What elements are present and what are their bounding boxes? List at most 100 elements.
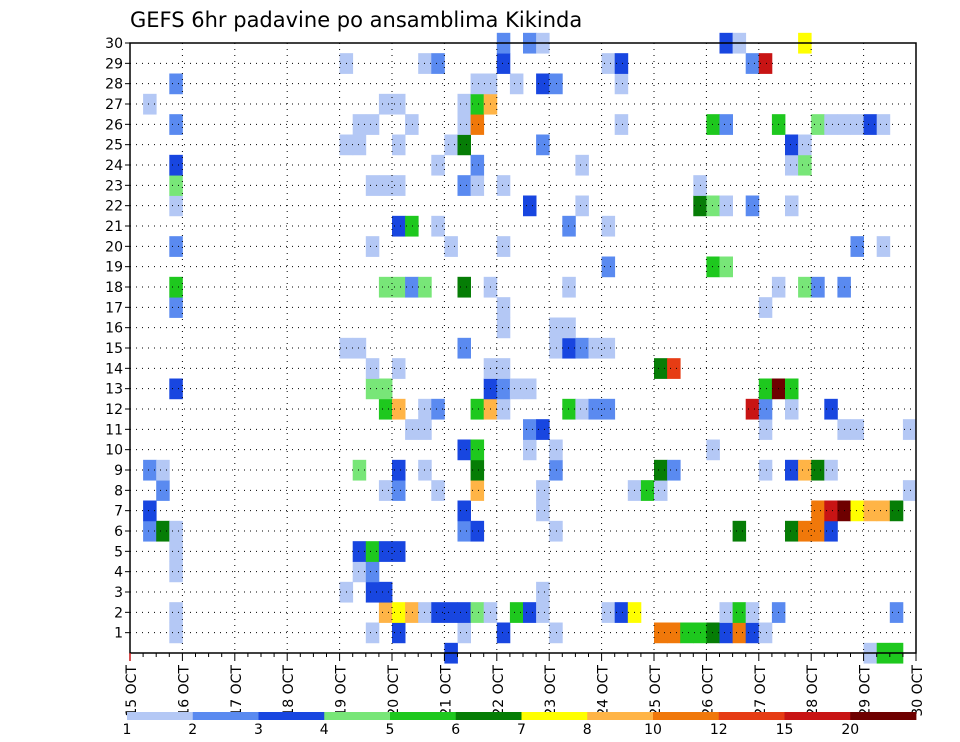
precip-cell: [863, 500, 878, 522]
precip-cell: [457, 602, 471, 623]
precip-cell: [863, 114, 878, 135]
precip-cell: [575, 398, 589, 420]
precip-cell: [785, 459, 799, 481]
precip-cell: [719, 622, 733, 644]
y-tick-label: 21: [105, 219, 123, 235]
precip-cell: [392, 215, 406, 237]
precip-cell: [575, 195, 589, 217]
legend-swatch: [455, 712, 522, 720]
precip-cell: [601, 215, 616, 237]
precip-cell: [876, 500, 891, 522]
precip-cell: [758, 297, 773, 318]
precip-cell: [457, 93, 471, 115]
precip-cell: [549, 520, 563, 542]
precip-cell: [523, 195, 537, 217]
y-tick-label: 22: [105, 199, 123, 215]
y-tick-label: 10: [105, 443, 123, 459]
precip-cell: [562, 337, 576, 359]
y-tick-label: 29: [105, 56, 123, 72]
precip-cell: [392, 134, 406, 156]
x-tick-label: 22 OCT: [491, 665, 507, 717]
x-axis: 15 OCT 16 OCT 17 OCT 18 OCT 19 OCT 20 OCT 21 O…: [124, 653, 926, 717]
precip-cell: [719, 195, 733, 217]
legend-label: 1: [123, 722, 132, 738]
legend-label: 8: [583, 722, 592, 738]
precip-cell: [758, 53, 773, 74]
y-tick-label: 11: [105, 422, 123, 438]
precip-cell: [850, 419, 864, 440]
precip-cell: [745, 398, 760, 420]
precip-cell: [457, 337, 471, 359]
precip-cell: [405, 419, 419, 440]
precip-cell: [614, 53, 629, 74]
precip-cell: [745, 195, 760, 217]
precip-cell: [824, 520, 838, 542]
precip-cell: [654, 622, 668, 644]
y-tick-label: 3: [114, 585, 123, 601]
precip-cell: [601, 256, 616, 278]
legend-swatch: [521, 712, 588, 720]
precip-cell: [470, 398, 485, 420]
y-tick-label: 17: [105, 300, 123, 316]
precip-cell: [470, 602, 485, 623]
y-tick-label: 12: [105, 402, 123, 418]
precip-cell: [758, 622, 773, 644]
precip-cell: [719, 114, 733, 135]
precip-cell: [811, 459, 825, 481]
precip-cell: [169, 195, 183, 217]
precip-cell: [392, 276, 406, 298]
precip-cell: [431, 602, 445, 623]
precip-cell: [365, 358, 380, 379]
precip-cell: [470, 154, 485, 176]
precip-cell: [169, 541, 183, 562]
precip-cell: [169, 114, 183, 135]
precip-cell: [431, 154, 445, 176]
precip-cell: [509, 602, 524, 623]
precip-cell: [405, 215, 419, 237]
precip-cell: [523, 378, 537, 400]
precip-cell: [562, 215, 576, 237]
x-tick-label: 20 OCT: [386, 665, 402, 717]
precip-cell: [392, 480, 406, 501]
x-tick-label: 18 OCT: [281, 665, 297, 717]
precip-cell: [496, 398, 511, 420]
precip-cell: [169, 73, 183, 95]
precip-cell: [706, 195, 720, 217]
x-tick-label: 25 OCT: [648, 665, 664, 717]
precip-cell: [588, 398, 602, 420]
precip-cell: [392, 459, 406, 481]
legend-swatch: [587, 712, 654, 720]
legend: 1 2 3 4 5 6 7 8 10 12 15 20: [123, 712, 917, 738]
precip-cell: [457, 520, 471, 542]
precip-cell: [614, 602, 629, 623]
y-tick-label: 28: [105, 77, 123, 93]
y-tick-label: 4: [114, 565, 123, 581]
precip-cell: [785, 195, 799, 217]
precip-cell: [431, 53, 445, 74]
legend-swatch: [653, 712, 720, 720]
precip-cell: [405, 602, 419, 623]
precip-cell: [732, 520, 747, 542]
legend-swatch: [258, 712, 325, 720]
precip-cell: [536, 419, 550, 440]
precip-cell: [470, 93, 485, 115]
precip-cell: [378, 378, 393, 400]
precip-cell: [392, 93, 406, 115]
precip-cell: [365, 175, 380, 196]
precip-cell: [798, 276, 812, 298]
precip-cell: [444, 134, 458, 156]
precip-cell: [496, 175, 511, 196]
precip-cell: [902, 480, 917, 501]
y-tick-label: 15: [105, 341, 123, 357]
precip-cell: [575, 154, 589, 176]
precip-cell: [431, 215, 445, 237]
precip-cell: [601, 398, 616, 420]
precip-cell: [392, 622, 406, 644]
precip-cell: [706, 256, 720, 278]
precip-cell: [719, 602, 733, 623]
precip-cell: [719, 256, 733, 278]
precip-cell: [523, 439, 537, 461]
y-tick-label: 25: [105, 138, 123, 154]
precip-cell: [378, 480, 393, 501]
legend-swatch: [718, 712, 785, 720]
